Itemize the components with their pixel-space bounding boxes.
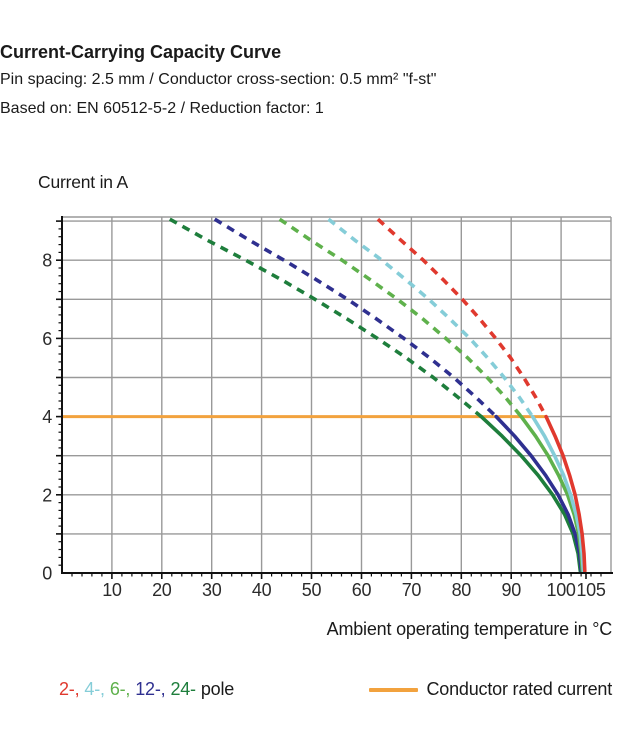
chart-subtitle-standard: Based on: EN 60512-5-2 / Reduction facto… (0, 100, 324, 117)
x-tick-label: 40 (252, 580, 272, 600)
legend-pole-label: 4-, (84, 679, 105, 699)
rated-current-label: Conductor rated current (426, 679, 613, 699)
y-axis-title: Current in A (38, 172, 129, 192)
legend-pole-suffix: pole (200, 679, 235, 699)
x-tick-label: 60 (352, 580, 372, 600)
x-tick-label: 90 (501, 580, 521, 600)
curve-6-pole-dashed (278, 217, 523, 418)
y-tick-label: 6 (42, 329, 52, 349)
x-tick-label: 105 (576, 580, 605, 600)
rated-current-line-swatch (368, 687, 418, 692)
x-tick-label: 30 (202, 580, 222, 600)
legend-pole-label: 2-, (59, 679, 80, 699)
curve-12-pole-solid (494, 414, 584, 573)
x-tick-label: 100 (547, 580, 576, 600)
legend-rated-current: Conductor rated current (368, 679, 613, 700)
legend-pole-label: 6-, (109, 679, 131, 699)
x-tick-label: 20 (152, 580, 172, 600)
legend-pole-colors: 2-, 4-, 6-, 12-, 24- pole (59, 679, 239, 700)
curve-24-pole-dashed (168, 217, 483, 418)
x-axis-title: Ambient operating temperature in °C (326, 619, 613, 639)
y-tick-label: 0 (42, 564, 52, 584)
y-tick-label: 8 (42, 251, 52, 271)
y-tick-label: 4 (42, 407, 52, 427)
legend-pole-label: 24- (170, 679, 196, 699)
curve-2-pole-dashed (376, 217, 548, 418)
x-tick-label: 70 (402, 580, 422, 600)
chart-subtitle-pin-spacing: Pin spacing: 2.5 mm / Conductor cross-se… (0, 71, 437, 88)
legend-pole-label: 12-, (135, 679, 166, 699)
curve-4-pole-dashed (327, 217, 535, 418)
curve-12-pole-dashed (213, 217, 498, 418)
x-tick-label: 50 (302, 580, 322, 600)
y-tick-label: 2 (42, 485, 52, 505)
curve-2-pole-solid (544, 414, 587, 573)
chart-title: Current-Carrying Capacity Curve (0, 42, 282, 62)
curve-4-pole-solid (530, 414, 586, 573)
x-tick-label: 80 (452, 580, 472, 600)
x-tick-label: 10 (102, 580, 122, 600)
